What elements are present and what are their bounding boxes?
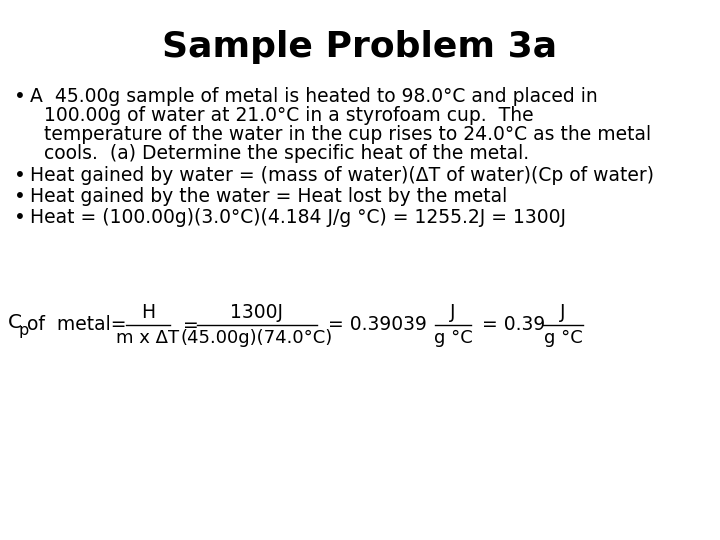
- Text: temperature of the water in the cup rises to 24.0°C as the metal: temperature of the water in the cup rise…: [44, 125, 651, 144]
- Text: p: p: [19, 322, 30, 338]
- Text: Heat gained by the water = Heat lost by the metal: Heat gained by the water = Heat lost by …: [30, 187, 508, 206]
- Text: Heat = (100.00g)(3.0°C)(4.184 J/g °C) = 1255.2J = 1300J: Heat = (100.00g)(3.0°C)(4.184 J/g °C) = …: [30, 208, 566, 227]
- Text: Heat gained by water = (mass of water)(ΔT of water)(Cp of water): Heat gained by water = (mass of water)(Δ…: [30, 166, 654, 185]
- Text: g °C: g °C: [433, 329, 472, 347]
- Text: of  metal=: of metal=: [27, 315, 127, 334]
- Text: cools.  (a) Determine the specific heat of the metal.: cools. (a) Determine the specific heat o…: [44, 144, 529, 163]
- Text: g °C: g °C: [544, 329, 582, 347]
- Text: Sample Problem 3a: Sample Problem 3a: [163, 30, 557, 64]
- Text: =: =: [183, 315, 199, 334]
- Text: = 0.39: = 0.39: [482, 315, 545, 334]
- Text: •: •: [14, 166, 26, 185]
- Text: J: J: [450, 302, 456, 321]
- Text: •: •: [14, 187, 26, 206]
- Text: m x ΔT: m x ΔT: [117, 329, 179, 347]
- Text: = 0.39039: = 0.39039: [328, 315, 427, 334]
- Text: J: J: [560, 302, 566, 321]
- Text: 1300J: 1300J: [230, 302, 284, 321]
- Text: A  45.00g sample of metal is heated to 98.0°C and placed in: A 45.00g sample of metal is heated to 98…: [30, 87, 598, 106]
- Text: •: •: [14, 208, 26, 227]
- Text: H: H: [141, 302, 155, 321]
- Text: 100.00g of water at 21.0°C in a styrofoam cup.  The: 100.00g of water at 21.0°C in a styrofoa…: [44, 106, 534, 125]
- Text: (45.00g)(74.0°C): (45.00g)(74.0°C): [181, 329, 333, 347]
- Text: •: •: [14, 87, 26, 106]
- Text: C: C: [8, 314, 22, 333]
